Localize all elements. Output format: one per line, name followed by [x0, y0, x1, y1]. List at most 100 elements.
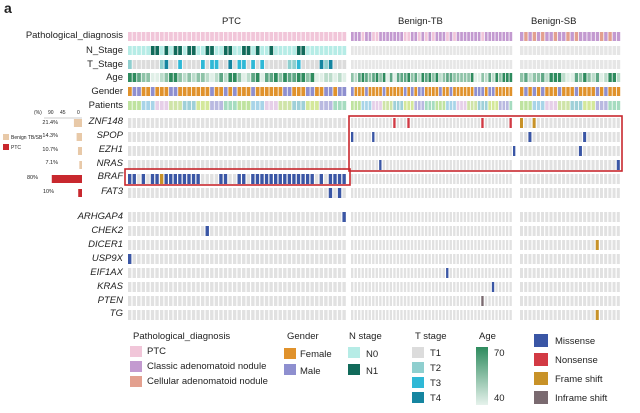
gene-cell-empty — [382, 268, 386, 278]
gene-cell-empty — [456, 268, 459, 278]
anno-cell-n-stage — [358, 46, 361, 55]
gene-cell-empty — [616, 132, 620, 142]
legend-swatch-ptc — [130, 346, 142, 357]
anno-cell-gender — [187, 87, 192, 96]
gene-cell-empty — [393, 226, 396, 236]
gene-cell-empty — [435, 146, 438, 156]
gene-cell-empty — [292, 118, 296, 128]
anno-cell-pathological — [477, 32, 481, 41]
anno-cell-pathological — [495, 32, 499, 41]
gene-cell-empty — [453, 174, 456, 184]
gene-cell-empty — [562, 118, 566, 128]
anno-cell-gender — [463, 87, 467, 96]
anno-cell-t-stage — [182, 60, 187, 69]
gene-cell-empty — [428, 310, 431, 320]
gene-cell-empty — [396, 226, 400, 236]
gene-cell-empty — [562, 132, 566, 142]
anno-cell-age — [210, 73, 214, 82]
anno-cell-t-stage — [467, 60, 470, 69]
gene-cell-empty — [502, 254, 505, 264]
anno-cell-pathological — [210, 32, 214, 41]
gene-cell-empty — [403, 240, 407, 250]
anno-cell-n-stage — [246, 46, 251, 55]
gene-cell-empty — [460, 212, 463, 222]
gene-cell-empty — [305, 310, 310, 320]
anno-cell-age — [541, 73, 545, 82]
legend-age-gradient — [476, 347, 488, 405]
anno-cell-gender — [386, 87, 389, 96]
gene-cell-empty — [532, 240, 536, 250]
gene-cell-empty — [365, 254, 368, 264]
gene-cell-empty — [439, 296, 442, 306]
gene-cell-empty — [205, 160, 209, 170]
gene-cell-empty — [358, 146, 361, 156]
gene-cell-empty — [182, 240, 187, 250]
anno-cell-gender — [301, 87, 306, 96]
anno-cell-pathological — [520, 32, 524, 41]
anno-cell-patient — [187, 101, 192, 110]
gene-cell-empty — [403, 212, 407, 222]
anno-cell-t-stage — [372, 60, 375, 69]
anno-cell-t-stage — [379, 60, 382, 69]
anno-cell-patient — [410, 101, 414, 110]
gene-cell-empty — [324, 296, 328, 306]
anno-cell-gender — [439, 87, 442, 96]
gene-cell-empty — [463, 146, 467, 156]
gene-cell-empty — [541, 174, 545, 184]
gene-cell-empty — [351, 240, 354, 250]
anno-cell-pathological — [187, 32, 192, 41]
gene-cell-empty — [502, 268, 505, 278]
anno-cell-pathological — [296, 32, 301, 41]
anno-cell-pathological — [164, 32, 169, 41]
gene-cell-empty — [137, 132, 141, 142]
gene-cell-empty — [264, 282, 269, 292]
gene-cell-empty — [214, 240, 219, 250]
gene-cell-empty — [616, 240, 620, 250]
gene-cell-empty — [296, 160, 301, 170]
gene-cell-empty — [173, 188, 177, 198]
gene-cell-empty — [260, 268, 264, 278]
anno-cell-n-stage — [296, 46, 301, 55]
gene-cell-empty — [242, 296, 246, 306]
anno-cell-patient — [428, 101, 432, 110]
anno-cell-n-stage — [132, 46, 137, 55]
gene-cell-empty — [541, 296, 545, 306]
gene-cell-empty — [242, 188, 246, 198]
gene-cell-empty — [319, 310, 323, 320]
anno-cell-age — [264, 73, 269, 82]
gene-cell-empty — [612, 282, 616, 292]
gene-cell-empty — [442, 174, 445, 184]
gene-cell-empty — [274, 188, 278, 198]
gene-cell-empty — [608, 174, 612, 184]
gene-cell-empty — [446, 282, 449, 292]
anno-cell-n-stage — [361, 46, 365, 55]
gene-cell-empty — [128, 240, 132, 250]
anno-cell-n-stage — [292, 46, 297, 55]
anno-cell-patient — [173, 101, 178, 110]
gene-cell-empty — [328, 160, 333, 170]
gene-cell-empty — [137, 240, 141, 250]
gene-cell-empty — [424, 146, 428, 156]
gene-cell-empty — [460, 132, 463, 142]
anno-cell-age — [351, 73, 354, 82]
mutation-mark-braf — [251, 174, 255, 184]
gene-cell-empty — [201, 254, 205, 264]
gene-cell-empty — [456, 146, 459, 156]
gene-cell-empty — [484, 240, 488, 250]
anno-cell-n-stage — [264, 46, 269, 55]
gene-cell-empty — [255, 226, 260, 236]
gene-cell-empty — [368, 282, 371, 292]
legend-label-inframe-shift: Inframe shift — [555, 393, 608, 404]
anno-cell-pathological — [278, 32, 283, 41]
freq-axis-tick-0: 0 — [77, 110, 80, 116]
anno-cell-patient — [361, 101, 365, 110]
gene-cell-empty — [128, 132, 132, 142]
gene-cell-empty — [191, 160, 196, 170]
gene-cell-empty — [410, 118, 414, 128]
gene-cell-empty — [417, 226, 421, 236]
gene-cell-empty — [587, 160, 591, 170]
gene-cell-empty — [310, 296, 314, 306]
gene-cell-empty — [361, 296, 364, 306]
anno-cell-age — [549, 73, 553, 82]
gene-cell-empty — [191, 212, 196, 222]
